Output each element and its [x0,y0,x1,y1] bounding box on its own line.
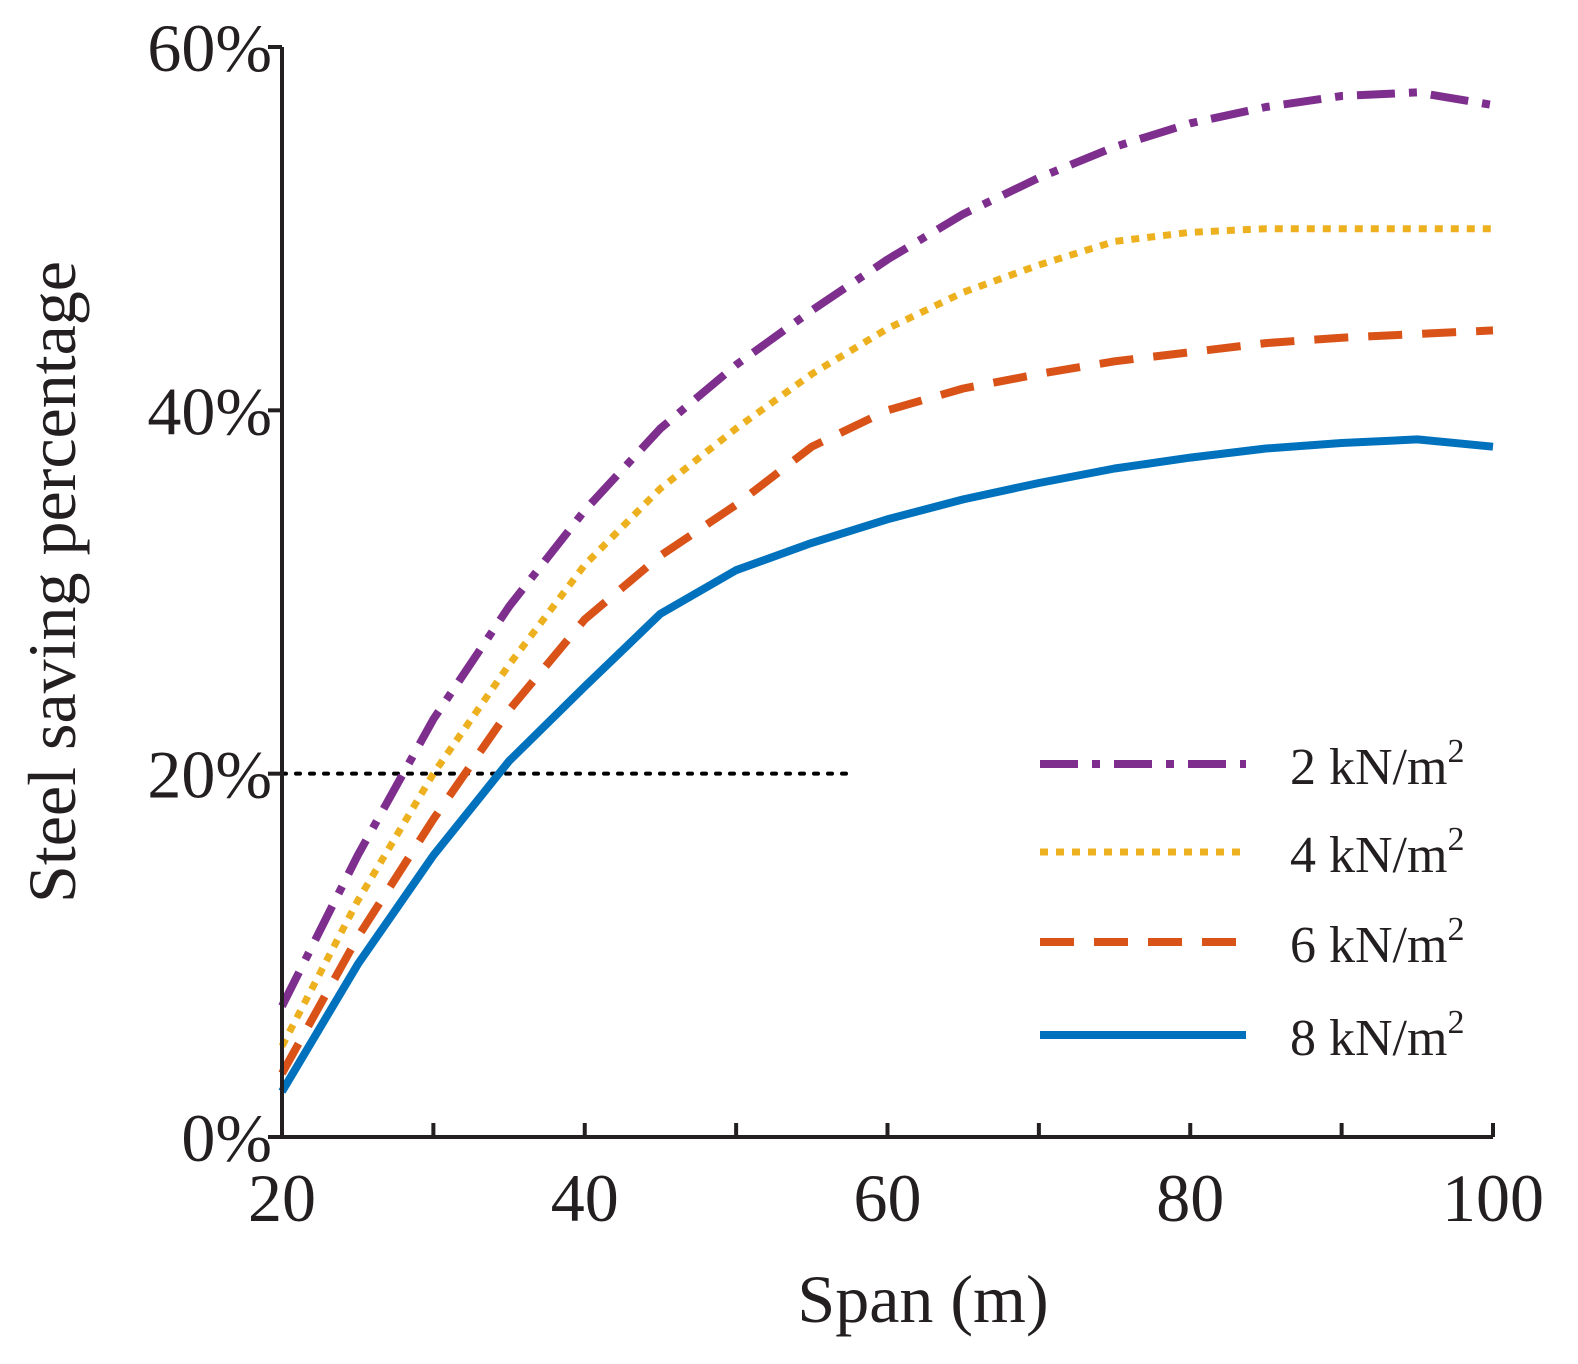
legend-label-3: 6 kN/m2 [1290,911,1464,974]
x-axis-label: Span (m) [797,1261,1048,1337]
tick-group: 0% 20% 40% 60% 20 40 60 80 100 [147,10,1544,1236]
y-tick-label: 0% [181,1100,272,1176]
series-line-4 [278,435,1494,1094]
y-axis-label: Steel saving percentage [14,261,90,903]
series-line-2 [278,225,1493,1048]
series-group [278,88,1494,1094]
x-tick-label: 100 [1442,1160,1544,1236]
y-tick-label: 60% [147,10,272,86]
x-tick-label: 60 [854,1160,922,1236]
legend-label-4: 8 kN/m2 [1290,1004,1464,1067]
x-tick-label: 20 [248,1160,316,1236]
legend: 2 kN/m2 4 kN/m2 6 kN/m2 8 kN/m2 [1040,733,1464,1067]
legend-label-2: 4 kN/m2 [1290,821,1464,884]
series-line-1 [278,88,1494,1008]
series-line-3 [278,326,1494,1076]
legend-label-1: 2 kN/m2 [1290,733,1464,796]
y-tick-label: 40% [147,373,272,449]
x-tick-label: 80 [1156,1160,1224,1236]
y-tick-label: 20% [147,737,272,813]
x-tick-label: 40 [551,1160,619,1236]
